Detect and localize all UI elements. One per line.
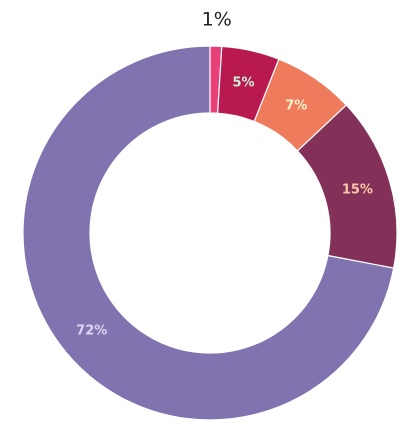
slices-layer bbox=[22, 45, 398, 421]
donut-slice-4[interactable] bbox=[209, 45, 223, 114]
slice-label-2: 7% bbox=[285, 99, 307, 114]
slice-label-1: 15% bbox=[342, 183, 373, 198]
labels-layer: 72% 15% 7% 5% 1% bbox=[76, 9, 373, 339]
slice-label-4: 1% bbox=[202, 9, 232, 31]
slice-label-3: 5% bbox=[232, 76, 254, 91]
donut-slice-0[interactable] bbox=[22, 45, 395, 421]
slice-label-0: 72% bbox=[76, 323, 107, 338]
